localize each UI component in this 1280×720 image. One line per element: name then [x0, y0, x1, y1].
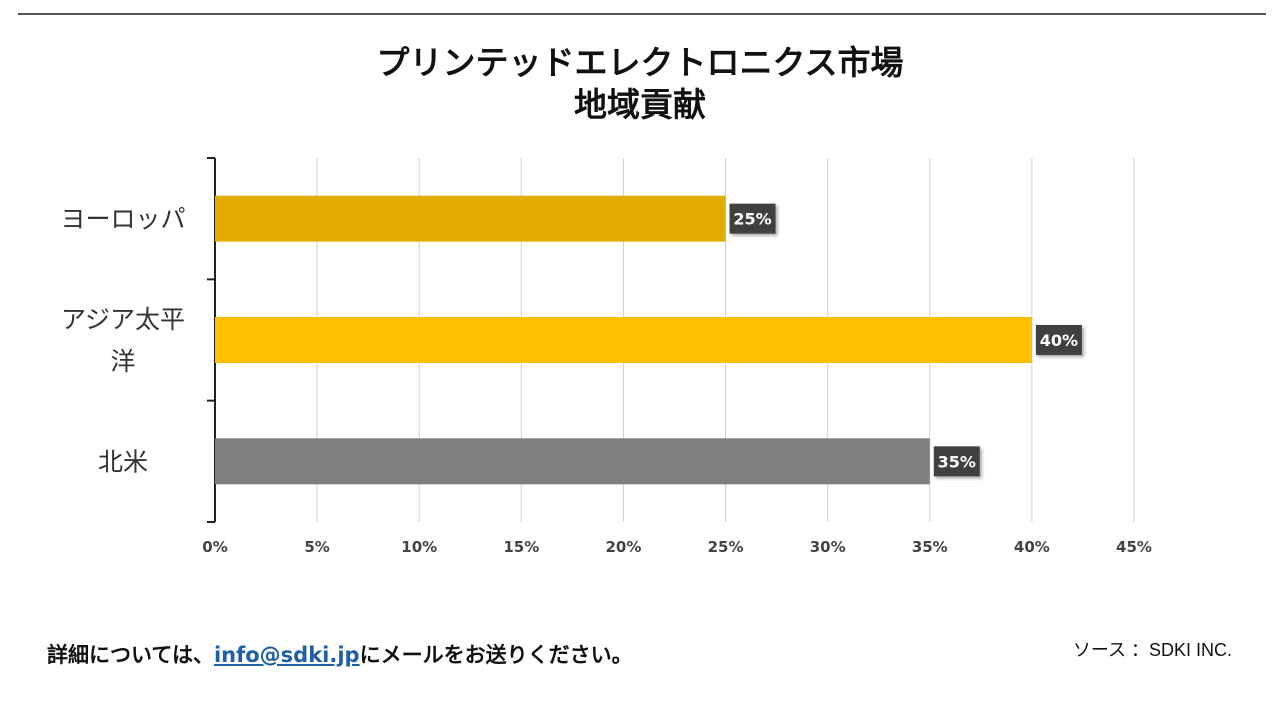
bar [215, 195, 726, 242]
x-tick-label: 45% [1116, 538, 1152, 556]
x-tick-labels: 0% 5% 10% 15% 20% 25% 30% 35% 40% 45% [202, 538, 1152, 556]
category-label: アジア太平洋 [61, 305, 185, 376]
contact-suffix: にメールをお送りください。 [359, 643, 633, 667]
x-tick-label: 0% [202, 538, 227, 556]
contact-line: 詳細については、info@sdki.jpにメールをお送りください。 [47, 639, 633, 669]
category-label: 北米 [98, 447, 148, 476]
bars [215, 195, 1032, 485]
x-tick-label: 30% [810, 538, 846, 556]
top-rule [18, 13, 1266, 15]
data-labels: 25% 40% 35% [729, 203, 1082, 477]
x-tick-label: 35% [912, 538, 948, 556]
x-tick-label: 5% [304, 538, 329, 556]
x-tick-label: 40% [1014, 538, 1050, 556]
data-label: 40% [1040, 331, 1078, 350]
source-label: ソース ：SDKI INC. [1072, 640, 1232, 660]
bar [215, 317, 1032, 363]
data-label: 35% [938, 452, 976, 471]
x-tick-label: 15% [503, 538, 539, 556]
category-label: ヨーロッパ [60, 205, 185, 234]
data-label-box [729, 203, 776, 234]
data-label: 25% [733, 210, 771, 229]
x-tick-label: 20% [605, 538, 641, 556]
chart-title-line-1: プリンテッドエレクトロニクス市場 [376, 43, 904, 82]
data-label-box [1035, 325, 1082, 355]
y-axis [207, 157, 216, 523]
x-tick-label: 25% [708, 538, 744, 556]
data-label-box [933, 446, 980, 477]
contact-email-link[interactable]: info@sdki.jp [213, 643, 360, 667]
bar [215, 438, 930, 485]
x-tick-label: 10% [401, 538, 437, 556]
chart-title-line-2: 地域貢献 [574, 85, 706, 124]
contact-prefix: 詳細については、 [47, 643, 214, 667]
